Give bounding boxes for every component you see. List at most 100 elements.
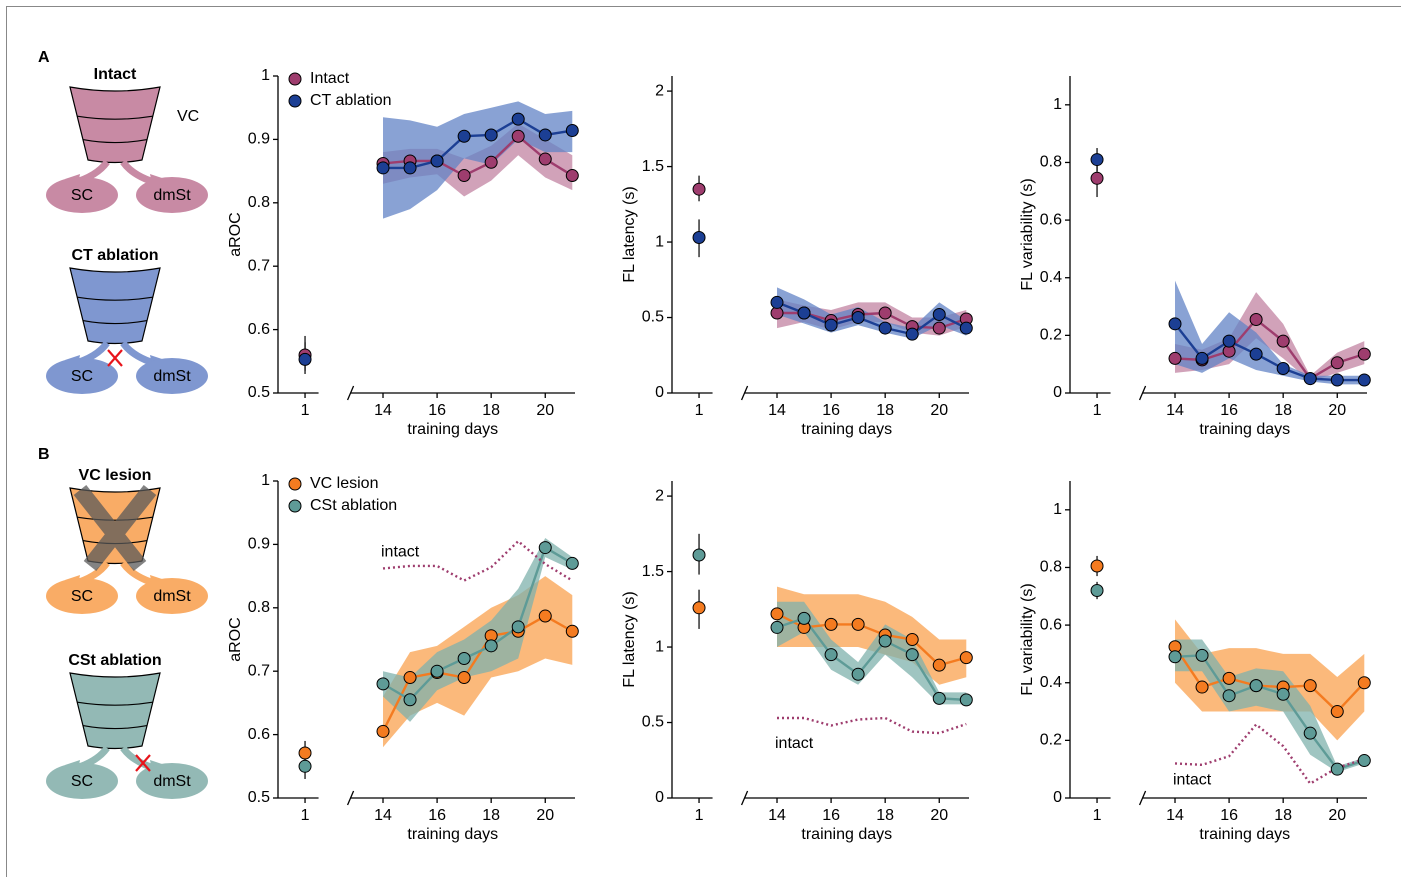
y-tick-label: 0 xyxy=(1053,384,1062,401)
data-point xyxy=(539,129,551,141)
data-point xyxy=(852,668,864,680)
y-tick-label: 0.5 xyxy=(642,714,664,731)
data-point xyxy=(1250,680,1262,692)
data-point xyxy=(1331,706,1343,718)
y-tick-label: 0.8 xyxy=(1040,559,1062,576)
data-point xyxy=(771,608,783,620)
data-point xyxy=(879,635,891,647)
data-point xyxy=(431,155,443,167)
x-tick-label: 14 xyxy=(374,402,392,419)
y-tick-label: 0.4 xyxy=(1040,674,1062,691)
x-tick-label: 14 xyxy=(768,402,786,419)
data-point xyxy=(1169,318,1181,330)
data-point xyxy=(1358,677,1370,689)
data-point xyxy=(539,153,551,165)
data-point xyxy=(458,170,470,182)
x-tick-label: 20 xyxy=(536,402,554,419)
reference-label: intact xyxy=(775,735,814,752)
data-point xyxy=(879,322,891,334)
data-point xyxy=(1091,172,1103,184)
target-label: dmSt xyxy=(153,773,191,790)
data-point xyxy=(852,618,864,630)
data-point xyxy=(852,312,864,324)
reference-label: intact xyxy=(381,544,420,561)
data-point xyxy=(1358,348,1370,360)
data-point xyxy=(693,183,705,195)
x-tick-label: 20 xyxy=(930,807,948,824)
x-axis-label: training days xyxy=(801,421,892,438)
data-point xyxy=(798,307,810,319)
y-tick-label: 0.5 xyxy=(642,309,664,326)
x-tick-label: 1 xyxy=(695,807,704,824)
data-point xyxy=(485,129,497,141)
schematic-title: CSt ablation xyxy=(68,652,161,669)
data-point xyxy=(933,322,945,334)
x-tick-label: 1 xyxy=(301,807,310,824)
target-label: SC xyxy=(71,368,93,385)
y-axis-label: FL variability (s) xyxy=(1019,583,1036,695)
data-point xyxy=(933,659,945,671)
x-tick-label: 18 xyxy=(1274,807,1292,824)
data-point xyxy=(1331,763,1343,775)
data-point xyxy=(485,156,497,168)
data-point xyxy=(1331,357,1343,369)
target-label: SC xyxy=(71,187,93,204)
y-tick-label: 0.7 xyxy=(248,662,270,679)
cortex xyxy=(70,268,160,344)
y-tick-label: 0.9 xyxy=(248,131,270,148)
y-tick-label: 2 xyxy=(655,82,664,99)
x-tick-label: 14 xyxy=(374,807,392,824)
data-point xyxy=(960,694,972,706)
data-point xyxy=(1277,363,1289,375)
y-tick-label: 1 xyxy=(261,67,270,84)
data-point xyxy=(566,170,578,182)
x-axis-label: training days xyxy=(1199,421,1290,438)
data-point xyxy=(458,653,470,665)
x-tick-label: 20 xyxy=(1328,402,1346,419)
data-point xyxy=(566,625,578,637)
data-point xyxy=(566,557,578,569)
y-tick-label: 0.6 xyxy=(248,726,270,743)
data-point xyxy=(1223,335,1235,347)
data-point xyxy=(693,602,705,614)
y-tick-label: 2 xyxy=(655,487,664,504)
y-axis-label: FL variability (s) xyxy=(1019,178,1036,290)
data-point xyxy=(1304,680,1316,692)
data-point xyxy=(906,328,918,340)
data-point xyxy=(512,130,524,142)
data-point xyxy=(933,692,945,704)
legend-label: Intact xyxy=(310,70,350,87)
data-point xyxy=(299,760,311,772)
data-point xyxy=(1091,154,1103,166)
cortex xyxy=(70,87,160,163)
x-tick-label: 1 xyxy=(1093,402,1102,419)
legend-label: CSt ablation xyxy=(310,497,397,514)
y-tick-label: 0.8 xyxy=(1040,154,1062,171)
legend-marker xyxy=(289,73,301,85)
data-point xyxy=(404,162,416,174)
data-point xyxy=(771,621,783,633)
data-point xyxy=(458,130,470,142)
legend-marker xyxy=(289,500,301,512)
y-tick-label: 1 xyxy=(261,472,270,489)
data-point xyxy=(933,309,945,321)
legend-label: VC lesion xyxy=(310,475,378,492)
y-tick-label: 0 xyxy=(1053,789,1062,806)
data-point xyxy=(1169,352,1181,364)
data-point xyxy=(1358,374,1370,386)
x-tick-label: 16 xyxy=(428,402,446,419)
error-band xyxy=(305,101,572,374)
x-axis-label: training days xyxy=(407,421,498,438)
data-point xyxy=(960,322,972,334)
y-tick-label: 1.5 xyxy=(642,563,664,580)
schematic-title: Intact xyxy=(94,66,137,83)
data-point xyxy=(1091,560,1103,572)
x-tick-label: 18 xyxy=(482,402,500,419)
y-tick-label: 1 xyxy=(1053,501,1062,518)
data-point xyxy=(539,610,551,622)
data-point xyxy=(299,747,311,759)
